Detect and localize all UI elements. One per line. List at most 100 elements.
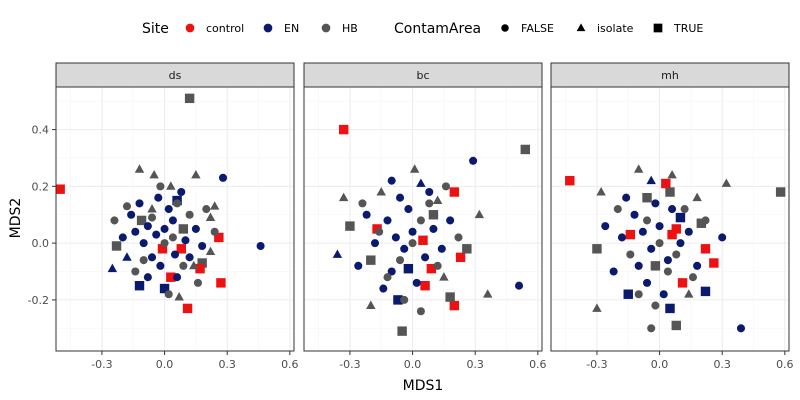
- legend-key-control: [185, 23, 195, 33]
- panel-border-ds: [55, 86, 295, 352]
- data-point: [416, 307, 425, 316]
- data-point: [131, 267, 140, 276]
- legend-contamarea-title: ContamArea: [394, 21, 481, 37]
- data-point: [179, 261, 188, 270]
- x-tick-label: 0.0: [156, 358, 174, 371]
- data-point: [432, 195, 443, 204]
- data-point: [684, 227, 693, 236]
- data-point: [173, 199, 182, 208]
- data-point: [455, 252, 466, 263]
- data-point: [700, 286, 711, 297]
- panel-border-mh: [550, 86, 790, 352]
- data-point: [688, 273, 697, 282]
- data-point: [445, 292, 455, 302]
- legend-key-HB: [321, 23, 331, 33]
- data-point: [173, 273, 182, 282]
- data-point: [454, 233, 463, 242]
- data-point: [418, 235, 428, 246]
- data-point: [633, 164, 644, 173]
- data-point: [391, 233, 400, 242]
- data-point: [387, 267, 396, 276]
- data-point: [107, 263, 118, 273]
- data-point: [55, 184, 65, 194]
- data-point: [205, 246, 216, 256]
- legend-label-EN: EN: [284, 22, 299, 35]
- data-point: [651, 301, 660, 310]
- legend: Site control EN HB ContamArea FALSE isolate…: [142, 21, 703, 37]
- data-point: [358, 199, 367, 208]
- data-point: [362, 210, 371, 219]
- data-point: [143, 273, 152, 282]
- data-point: [520, 144, 531, 155]
- data-point: [127, 210, 136, 219]
- data-point: [433, 261, 442, 270]
- data-point: [149, 169, 159, 179]
- data-point: [592, 244, 602, 254]
- facet-strip-bc: [303, 62, 543, 88]
- data-point: [185, 210, 194, 219]
- data-point: [643, 216, 652, 225]
- data-point: [383, 273, 392, 282]
- facet-strip-label-mh: mh: [661, 69, 679, 82]
- data-point: [634, 290, 643, 299]
- data-point: [168, 216, 177, 225]
- data-point: [429, 224, 438, 233]
- data-point: [634, 261, 643, 270]
- y-tick-label: 0.0: [32, 237, 50, 250]
- x-tick-label: 0.3: [713, 358, 731, 371]
- legend-contamarea-entries: FALSE isolate TRUE: [501, 22, 703, 35]
- data-point: [675, 212, 686, 223]
- data-point: [650, 261, 661, 271]
- data-point: [164, 205, 173, 214]
- legend-label-HB: HB: [342, 22, 358, 35]
- data-point: [412, 278, 421, 287]
- facet-panel-ds: ds -0.3 0.0 0.3 0.6 -0.2 0.0 0.2 0.4: [28, 62, 299, 371]
- y-tick-label: 0.4: [32, 124, 50, 137]
- data-point: [643, 278, 652, 287]
- data-point: [420, 280, 430, 291]
- data-point: [696, 218, 707, 228]
- data-point: [655, 222, 664, 231]
- data-point: [191, 224, 200, 233]
- data-point: [642, 192, 652, 203]
- data-point: [408, 239, 417, 248]
- facet-strip-mh: [550, 62, 790, 88]
- data-point: [338, 124, 349, 135]
- data-point: [178, 224, 189, 234]
- data-point: [205, 212, 216, 221]
- data-point: [677, 278, 688, 288]
- data-point: [147, 204, 157, 213]
- legend-label-false: FALSE: [521, 22, 554, 35]
- data-point: [396, 256, 405, 265]
- data-point: [646, 175, 656, 185]
- data-point: [667, 169, 677, 179]
- data-point: [160, 239, 169, 248]
- data-point: [400, 295, 409, 304]
- legend-label-control: control: [206, 22, 244, 35]
- y-tick-label: -0.2: [28, 294, 49, 307]
- data-point: [184, 93, 195, 104]
- data-point: [139, 256, 148, 265]
- data-point: [630, 210, 639, 219]
- data-point: [592, 303, 602, 312]
- x-tick-label: 0.3: [218, 358, 236, 371]
- data-point: [166, 272, 176, 282]
- data-point: [136, 215, 147, 226]
- data-point: [425, 188, 434, 197]
- data-point: [122, 202, 132, 211]
- data-point: [449, 300, 460, 311]
- data-point: [437, 244, 446, 253]
- data-point: [647, 244, 656, 253]
- data-point: [655, 239, 664, 248]
- data-point: [680, 205, 689, 214]
- x-tick-label: 0.6: [776, 358, 794, 371]
- x-tick-label: 0.0: [404, 358, 422, 371]
- data-point: [428, 210, 439, 220]
- data-point: [195, 263, 205, 274]
- y-axis-title: MDS2: [8, 198, 24, 239]
- data-point: [176, 244, 186, 254]
- data-point: [736, 324, 746, 333]
- legend-label-true: TRUE: [673, 22, 703, 35]
- data-point: [139, 239, 148, 248]
